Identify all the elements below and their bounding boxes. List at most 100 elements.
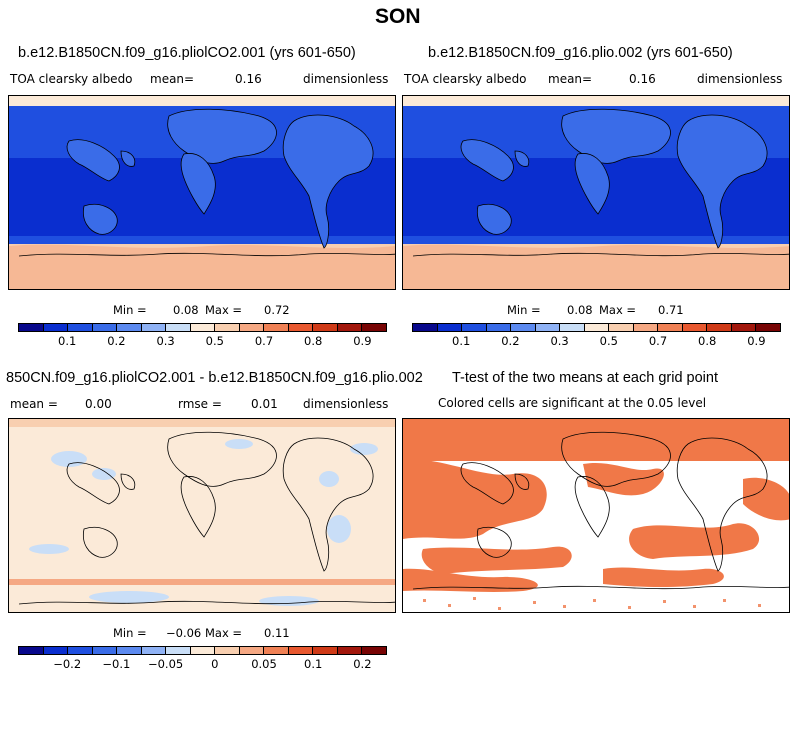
- colorbar-swatch: [141, 647, 167, 654]
- panel3-rmse-value: 0.01: [251, 397, 278, 411]
- panel2-title: b.e12.B1850CN.f09_g16.plio.002 (yrs 601-…: [428, 45, 733, 61]
- colorbar-swatch: [68, 647, 93, 654]
- panel1-max-value: 0.72: [264, 303, 290, 317]
- panel1-colorbar: [18, 323, 387, 332]
- colorbar-swatch: [68, 324, 93, 331]
- colorbar-swatch: [117, 324, 142, 331]
- ttest-map: [403, 419, 789, 612]
- colorbar-tick-label: 0.1: [452, 334, 471, 348]
- panel2-min-label: Min =: [507, 303, 541, 317]
- panel3-mean-label: mean =: [10, 397, 58, 411]
- panel1-min-label: Min =: [113, 303, 147, 317]
- colorbar-swatch: [92, 647, 118, 654]
- colorbar-swatch: [462, 324, 487, 331]
- colorbar-swatch: [511, 324, 536, 331]
- panel3-colorbar: [18, 646, 387, 655]
- colorbar-swatch: [560, 324, 585, 331]
- colorbar-tick-label: 0.3: [156, 334, 175, 348]
- panel2-map: [402, 95, 790, 290]
- colorbar-swatch: [43, 324, 69, 331]
- colorbar-swatch: [239, 647, 265, 654]
- page-title: SON: [375, 5, 421, 28]
- colorbar-swatch: [264, 647, 289, 654]
- panel4-subtitle: Colored cells are significant at the 0.0…: [438, 396, 707, 410]
- colorbar-swatch: [239, 324, 265, 331]
- panel3-colorbar-ticks: −0.2 −0.1 −0.05 0 0.05 0.1 0.2: [18, 657, 387, 673]
- colorbar-swatch: [633, 324, 659, 331]
- colorbar-tick-label: 0.1: [58, 334, 77, 348]
- panel3-title: 850CN.f09_g16.pliolCO2.001 - b.e12.B1850…: [6, 370, 423, 386]
- colorbar-swatch: [141, 324, 167, 331]
- panel2-colorbar: [412, 323, 781, 332]
- colorbar-tick-label: 0: [211, 657, 219, 671]
- albedo-map-2: [403, 96, 789, 289]
- colorbar-tick-label: 0.2: [353, 657, 372, 671]
- colorbar-swatch: [313, 324, 338, 331]
- panel2-mean-label: mean=: [548, 72, 593, 86]
- panel1-units: dimensionless: [303, 72, 389, 86]
- colorbar-swatch: [288, 324, 314, 331]
- panel1-mean-label: mean=: [150, 72, 195, 86]
- colorbar-tick-label: −0.1: [102, 657, 131, 671]
- colorbar-swatch: [288, 647, 314, 654]
- panel2-max-label: Max =: [599, 303, 637, 317]
- colorbar-swatch: [609, 324, 634, 331]
- colorbar-swatch: [731, 324, 757, 331]
- panel4-map: [402, 418, 790, 613]
- panel2-units: dimensionless: [697, 72, 783, 86]
- colorbar-tick-label: 0.7: [648, 334, 668, 348]
- colorbar-swatch: [117, 647, 142, 654]
- colorbar-tick-label: 0.8: [304, 334, 323, 348]
- colorbar-swatch: [756, 324, 780, 331]
- colorbar-tick-label: 0.8: [698, 334, 717, 348]
- panel1-title: b.e12.B1850CN.f09_g16.pliolCO2.001 (yrs …: [18, 45, 356, 61]
- colorbar-swatch: [190, 324, 216, 331]
- colorbar-swatch: [215, 324, 240, 331]
- panel3-min-label: Min =: [113, 626, 147, 640]
- colorbar-tick-label: −0.2: [53, 657, 82, 671]
- panel1-min-value: 0.08: [173, 303, 199, 317]
- colorbar-tick-label: 0.3: [550, 334, 569, 348]
- panel3-min-value: −0.06: [166, 626, 202, 640]
- panel2-mean-value: 0.16: [629, 72, 656, 86]
- colorbar-swatch: [413, 324, 438, 331]
- colorbar-swatch: [19, 647, 44, 654]
- colorbar-tick-label: −0.05: [147, 657, 184, 671]
- panel3-mean-value: 0.00: [85, 397, 112, 411]
- colorbar-swatch: [43, 647, 69, 654]
- panel1-colorbar-ticks: 0.1 0.2 0.3 0.5 0.7 0.8 0.9: [18, 334, 387, 350]
- colorbar-swatch: [707, 324, 732, 331]
- colorbar-swatch: [264, 324, 289, 331]
- colorbar-tick-label: 0.05: [251, 657, 277, 671]
- colorbar-swatch: [486, 324, 512, 331]
- colorbar-swatch: [337, 647, 363, 654]
- panel3-max-label: Max =: [205, 626, 243, 640]
- colorbar-tick-label: 0.9: [353, 334, 372, 348]
- panel3-max-value: 0.11: [264, 626, 290, 640]
- colorbar-swatch: [166, 324, 191, 331]
- panel1-mean-value: 0.16: [235, 72, 262, 86]
- colorbar-swatch: [215, 647, 240, 654]
- colorbar-tick-label: 0.9: [747, 334, 766, 348]
- panel3-rmse-label: rmse =: [178, 397, 222, 411]
- colorbar-swatch: [92, 324, 118, 331]
- panel1-map: [8, 95, 396, 290]
- colorbar-tick-label: 0.2: [107, 334, 126, 348]
- colorbar-tick-label: 0.7: [254, 334, 274, 348]
- colorbar-swatch: [362, 324, 386, 331]
- colorbar-swatch: [535, 324, 561, 331]
- colorbar-swatch: [682, 324, 708, 331]
- colorbar-swatch: [362, 647, 386, 654]
- colorbar-swatch: [437, 324, 463, 331]
- colorbar-tick-label: 0.1: [304, 657, 323, 671]
- albedo-map-1: [9, 96, 395, 289]
- colorbar-tick-label: 0.5: [205, 334, 224, 348]
- panel4-title: T-test of the two means at each grid poi…: [452, 370, 718, 386]
- panel3-units: dimensionless: [303, 397, 389, 411]
- difference-map: [9, 419, 395, 612]
- colorbar-swatch: [19, 324, 44, 331]
- colorbar-tick-label: 0.2: [501, 334, 520, 348]
- colorbar-swatch: [166, 647, 191, 654]
- panel1-variable-label: TOA clearsky albedo: [10, 72, 133, 86]
- colorbar-swatch: [584, 324, 610, 331]
